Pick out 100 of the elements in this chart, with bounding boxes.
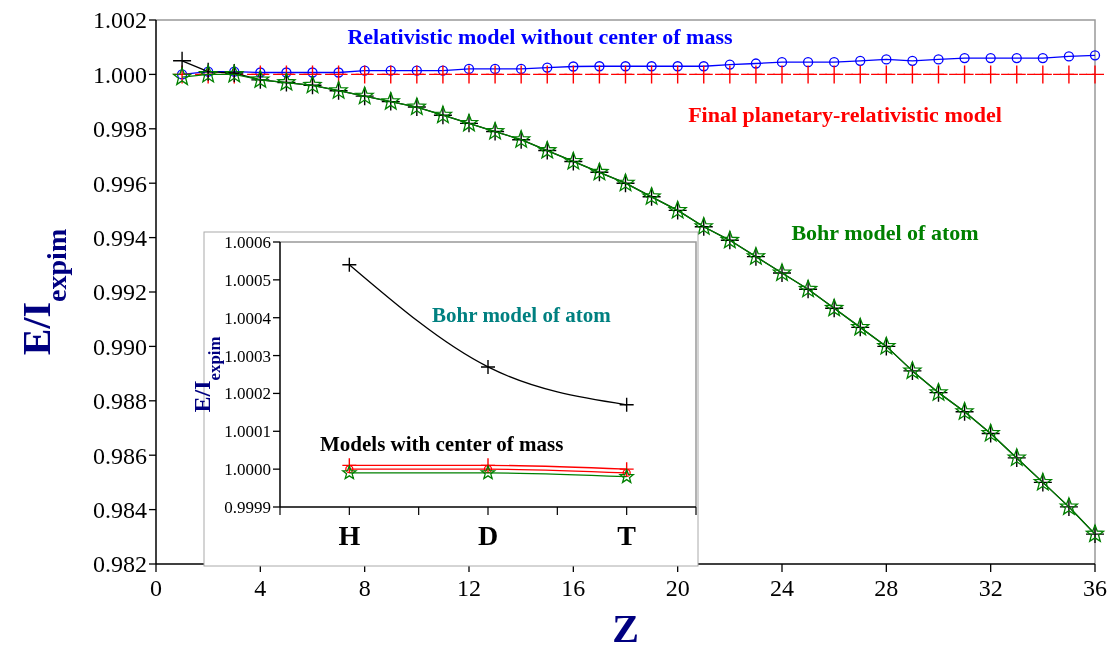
series-label: Bohr model of atom [791,220,979,245]
x-tick-label: 24 [770,575,794,601]
point [437,65,449,76]
x-tick-label: 28 [874,575,899,601]
y-tick-label: 0.996 [93,170,147,197]
point [255,67,266,78]
point [516,63,527,75]
point [463,63,475,75]
x-tick-label: 16 [561,575,586,601]
point [824,64,844,85]
y-tick-label: 1.0004 [224,308,272,328]
point [724,59,735,70]
point [1059,64,1079,85]
y-tick-label: 0.994 [93,225,147,251]
x-tick-label: 20 [665,575,690,601]
y-tick-label: 1.0006 [224,232,271,252]
point [511,64,531,85]
point [667,64,688,85]
point [385,65,396,76]
point [1037,52,1048,64]
y-tick-label: 0.9999 [224,497,271,517]
x-tick-label: 12 [457,575,481,601]
y-tick-label: 0.986 [93,442,147,469]
point [459,64,479,85]
point [542,62,553,73]
point [589,64,610,85]
point [928,64,949,85]
point [341,257,358,273]
y-tick-label: 0.982 [93,551,147,578]
point [281,67,292,78]
point [907,55,918,66]
point [776,57,788,68]
point [881,54,892,65]
point [750,58,762,69]
x-axis-title: Z [612,606,639,651]
point [563,64,584,85]
series-label: Final planetary-relativistic model [688,102,1002,127]
y-tick-label: 1.0003 [224,346,271,366]
point [407,64,427,85]
point [411,65,422,76]
point [855,55,866,66]
point [381,64,401,85]
point [746,64,766,85]
point [1011,52,1022,64]
annotation: Models with center of mass [320,432,564,456]
point [672,61,683,72]
y-tick-label: 0.992 [93,279,147,306]
x-tick-label: T [617,520,637,551]
point [359,65,370,76]
point [333,67,344,78]
point [480,359,496,375]
x-tick-label: 8 [358,575,371,601]
point [694,64,714,85]
y-tick-label: 1.002 [93,7,147,34]
y-tick-label: 0.988 [93,388,147,415]
point [802,57,814,68]
x-tick-label: 0 [150,575,162,601]
point [772,64,792,85]
point [1085,64,1105,85]
y-tick-label: 0.984 [93,497,147,523]
y-tick-label: 0.990 [93,333,147,360]
point [850,64,870,85]
point [594,61,605,72]
point [959,52,970,64]
x-tick-label: D [477,520,499,551]
point [933,54,944,65]
point [1007,64,1027,85]
point [480,457,496,474]
point [720,64,740,85]
y-tick-label: 1.000 [93,61,147,88]
x-tick-label: 36 [1083,575,1107,601]
x-tick-label: 4 [254,575,267,601]
y-tick-label: 1.0000 [224,460,271,480]
point [354,64,375,85]
point [646,61,657,72]
x-tick-label: H [338,520,361,551]
point [172,51,192,71]
point [954,64,975,85]
point [615,64,636,85]
point [619,469,634,484]
y-tick-label: 1.0002 [224,384,271,404]
annotation: Bohr model of atom [432,303,612,327]
point [433,64,453,85]
point [980,64,1001,85]
point [342,465,357,480]
point [902,64,923,85]
point [829,57,840,68]
point [568,61,579,72]
point [618,397,635,413]
x-tick-label: 32 [978,575,1003,601]
point [620,61,631,72]
point [1089,50,1101,61]
point [489,63,501,75]
series-label: Relativistic model without center of mass [347,24,734,49]
point [876,64,897,85]
point [985,52,996,64]
point [485,64,505,85]
point [798,64,818,85]
point [480,465,496,480]
point [1063,51,1075,62]
